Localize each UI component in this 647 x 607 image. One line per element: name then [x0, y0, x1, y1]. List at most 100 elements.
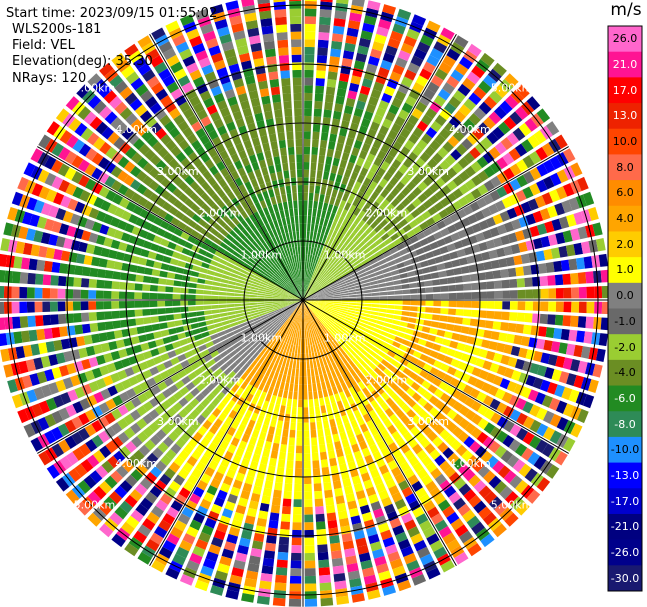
ray-gate [353, 530, 366, 540]
ray-gate [356, 293, 365, 297]
ray-gate [311, 271, 316, 279]
ray-gate [256, 517, 267, 528]
ray-gate [276, 559, 288, 568]
ray-gate [279, 381, 285, 390]
ray-gate [348, 302, 357, 306]
ray-gate [458, 463, 471, 476]
ray-gate [293, 337, 297, 346]
ray-gate [352, 333, 361, 341]
ray-gate [245, 383, 253, 393]
ray-gate [398, 326, 407, 333]
ray-gate [392, 223, 402, 232]
ray-gate [555, 186, 568, 200]
ray-gate [464, 192, 476, 204]
ray-gate [332, 290, 341, 294]
ray-gate [334, 351, 341, 360]
ray-gate [286, 256, 291, 265]
ray-gate [393, 170, 404, 181]
ray-gate [365, 226, 374, 235]
ray-gate [229, 486, 241, 497]
ray-gate [355, 190, 364, 201]
ray-gate [293, 383, 299, 392]
ray-gate [213, 318, 222, 324]
ray-gate [33, 199, 45, 214]
ray-gate [233, 30, 246, 41]
ray-gate [157, 293, 166, 300]
ray-gate [71, 170, 84, 184]
ray-gate [341, 152, 350, 162]
ray-gate [492, 321, 502, 330]
ray-gate [288, 302, 296, 306]
ray-gate [283, 286, 291, 292]
ray-gate [415, 513, 429, 525]
ray-gate [432, 307, 441, 314]
ray-gate [541, 443, 555, 458]
ray-gate [450, 232, 461, 242]
ray-gate [329, 172, 336, 182]
ray-gate [181, 281, 190, 288]
ray-gate [142, 240, 153, 250]
ray-gate [231, 269, 240, 275]
ray-gate [33, 230, 44, 243]
ray-gate [219, 308, 228, 313]
ray-gate [360, 275, 369, 281]
ray-gate [318, 295, 326, 298]
ray-gate [391, 122, 402, 134]
ray-gate [120, 319, 129, 328]
ray-gate [524, 277, 533, 288]
ray-gate [326, 276, 334, 282]
ray-gate [347, 19, 361, 30]
ray-gate [91, 167, 103, 180]
ray-gate [376, 274, 385, 280]
ray-gate [364, 303, 372, 307]
ray-gate [395, 202, 406, 213]
ray-gate [439, 345, 449, 355]
ray-gate [318, 277, 325, 284]
ray-gate [264, 250, 272, 259]
ray-gate [103, 352, 113, 363]
ray-gate [125, 441, 137, 453]
ray-gate [66, 325, 76, 336]
ray-gate [226, 389, 235, 399]
ray-gate [200, 349, 210, 357]
ray-gate [273, 274, 281, 281]
ray-gate [353, 374, 362, 384]
ray-gate [513, 204, 525, 217]
ray-gate [97, 171, 110, 184]
ray-gate [583, 331, 593, 344]
ray-gate [172, 300, 181, 307]
ray-gate [103, 90, 117, 104]
ray-gate [319, 278, 326, 285]
ray-gate [207, 345, 217, 354]
ray-gate [423, 500, 436, 512]
ray-gate [356, 363, 365, 372]
ray-gate [280, 301, 288, 304]
ray-gate [170, 88, 183, 100]
ray-gate [434, 473, 447, 486]
ray-gate [137, 393, 149, 404]
ray-gate [202, 377, 212, 387]
ray-gate [417, 181, 428, 192]
ray-gate [340, 470, 350, 480]
ray-gate [480, 52, 495, 67]
ray-gate [106, 259, 116, 269]
ray-gate [243, 284, 252, 289]
ray-gate [222, 237, 232, 246]
ray-gate [492, 375, 504, 387]
ray-gate [532, 210, 544, 223]
ray-gate [210, 350, 220, 358]
ray-gate [317, 293, 326, 296]
ray-gate [429, 265, 438, 273]
ray-gate [185, 163, 197, 174]
ray-gate [178, 181, 189, 192]
ray-gate [405, 169, 416, 180]
ray-gate [570, 272, 579, 285]
ray-gate [268, 426, 276, 435]
ray-gate [353, 316, 362, 322]
ray-gate [353, 216, 362, 226]
ray-gate [303, 460, 311, 469]
ray-gate [356, 457, 366, 468]
ray-gate [442, 505, 455, 518]
ray-gate [97, 322, 106, 332]
ray-gate [0, 317, 6, 330]
